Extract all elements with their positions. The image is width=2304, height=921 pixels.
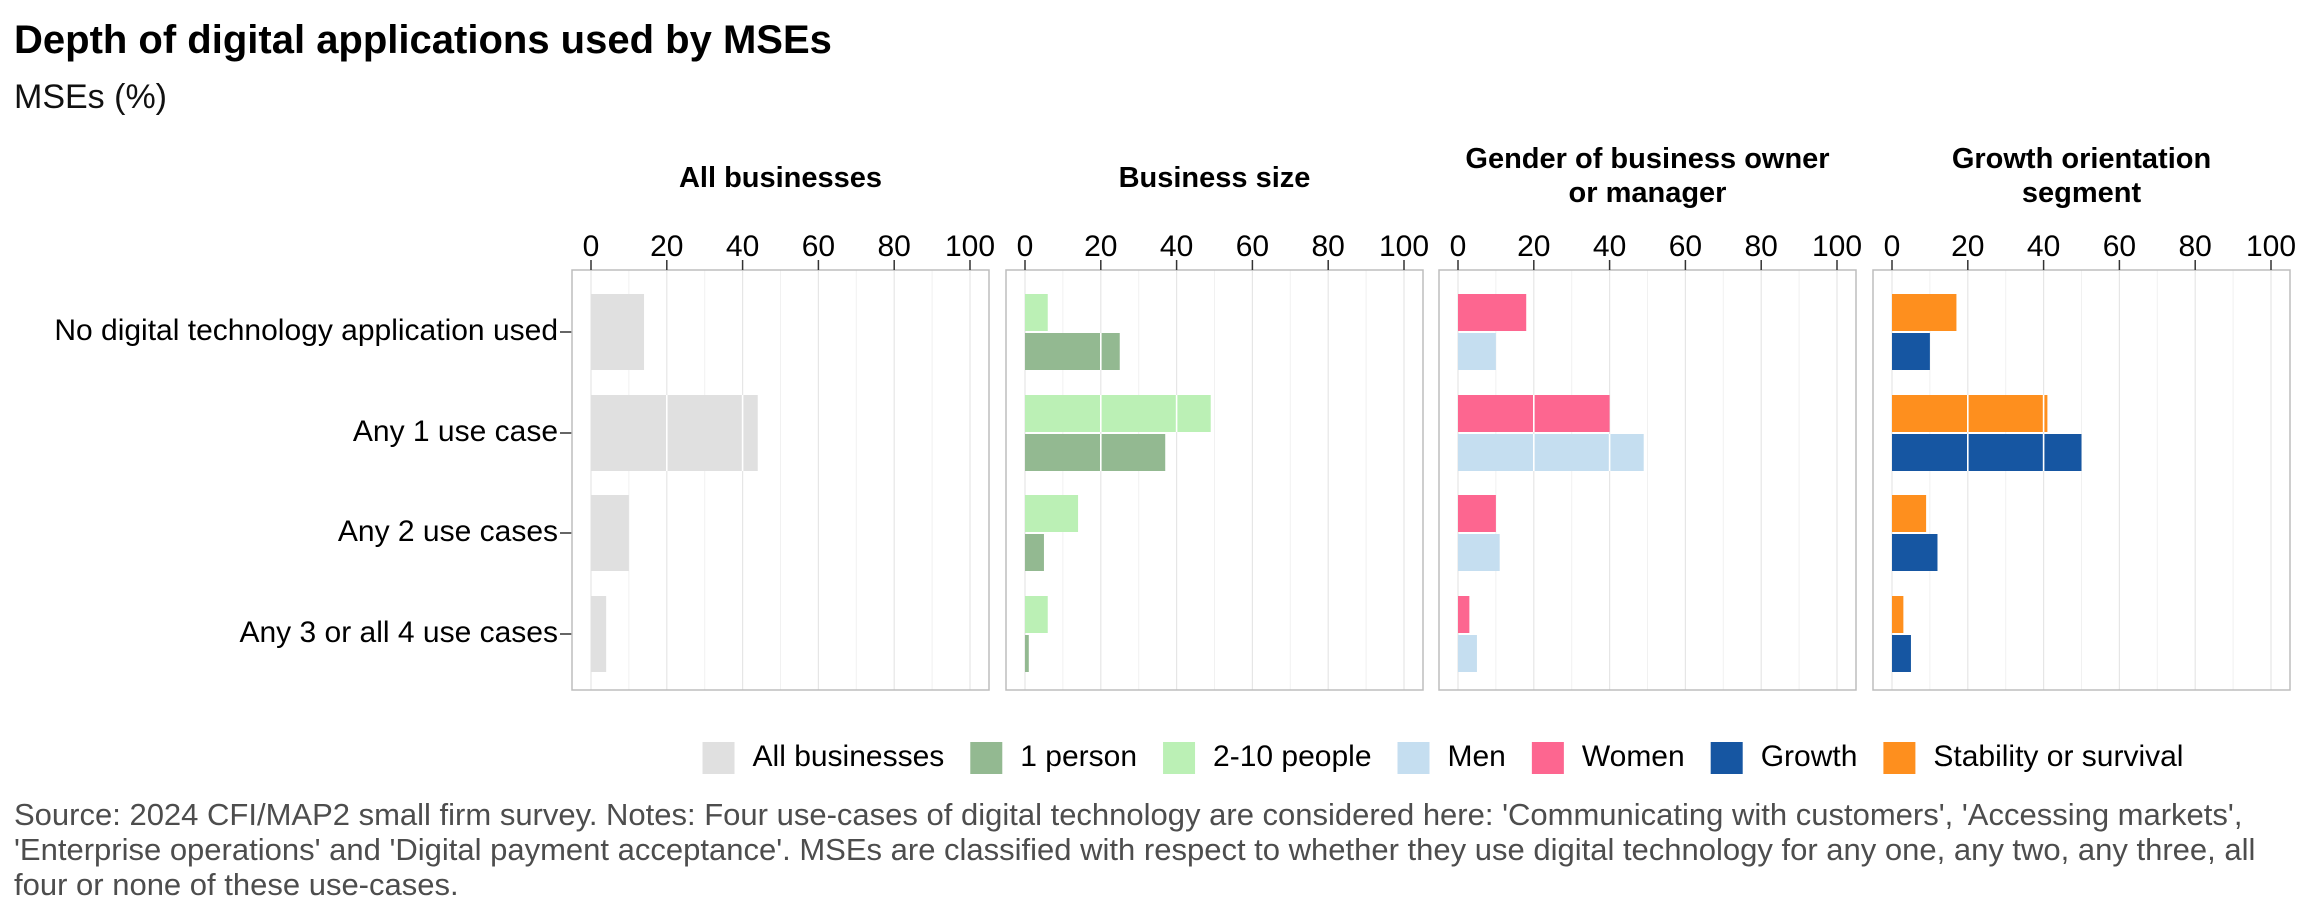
x-axis-tick-label: 0 <box>1017 230 1034 263</box>
chart-subtitle: MSEs (%) <box>14 78 167 116</box>
bar <box>1892 635 1911 672</box>
bar <box>1025 495 1079 532</box>
legend-swatch <box>1710 742 1743 774</box>
x-axis-tick-label: 100 <box>2246 230 2296 263</box>
source-note: Source: 2024 CFI/MAP2 small firm survey.… <box>14 797 2256 902</box>
panel-title: Growth orientation <box>1952 143 2211 175</box>
legend-swatch <box>970 742 1003 774</box>
panel-border <box>1005 269 1424 691</box>
legend-swatch <box>1883 742 1916 774</box>
x-axis-tick-label: 80 <box>1312 230 1345 263</box>
legend-label: All businesses <box>753 740 945 773</box>
chart-area: No digital technology application used An… <box>54 143 2296 774</box>
panel-title: Gender of business owner <box>1465 143 1829 175</box>
x-axis-tick-label: 20 <box>1084 230 1117 263</box>
x-axis-tick-label: 80 <box>1745 230 1778 263</box>
bar <box>1025 294 1048 331</box>
x-axis-tick-label: 60 <box>1236 230 1269 263</box>
legend-label: 2-10 people <box>1213 740 1371 773</box>
legend-label: Women <box>1582 740 1685 773</box>
bar <box>1892 395 2048 432</box>
legend-swatch <box>702 742 735 774</box>
x-axis-tick-label: 60 <box>2103 230 2136 263</box>
panel-title: or manager <box>1569 177 1727 209</box>
x-axis-tick-label: 100 <box>945 230 995 263</box>
x-axis-tick-label: 80 <box>2179 230 2212 263</box>
x-axis-tick-label: 20 <box>1517 230 1550 263</box>
legend-swatch <box>1397 742 1430 774</box>
x-axis-tick-label: 100 <box>1812 230 1862 263</box>
bar <box>1458 434 1644 471</box>
bar <box>1025 534 1044 571</box>
bar <box>591 294 645 370</box>
bar <box>1892 596 1904 633</box>
x-axis-tick-label: 100 <box>1379 230 1429 263</box>
legend-swatch <box>1163 742 1196 774</box>
x-axis-tick-label: 0 <box>1450 230 1467 263</box>
bar <box>1892 294 1957 331</box>
panel-border <box>1872 269 2291 691</box>
bar <box>1025 333 1120 370</box>
bar <box>1892 495 1927 532</box>
bar <box>1025 596 1048 633</box>
y-axis-label: Any 2 use cases <box>338 515 558 548</box>
panel-border <box>1438 269 1857 691</box>
bar <box>1458 596 1470 633</box>
bar <box>591 596 607 672</box>
x-axis-tick-label: 40 <box>2027 230 2060 263</box>
x-axis-tick-label: 20 <box>650 230 683 263</box>
x-axis-tick-label: 0 <box>583 230 600 263</box>
x-axis-tick-label: 80 <box>878 230 911 263</box>
panel-border <box>571 269 990 691</box>
bar <box>1025 395 1211 432</box>
panel-title: segment <box>2022 177 2142 209</box>
y-axis-label: Any 3 or all 4 use cases <box>239 616 558 649</box>
bar <box>1458 333 1496 370</box>
legend-label: Growth <box>1761 740 1858 773</box>
bar <box>1025 434 1166 471</box>
x-axis-tick-label: 40 <box>726 230 759 263</box>
bar <box>1892 534 1938 571</box>
bar <box>1892 333 1930 370</box>
bar <box>1025 635 1029 672</box>
x-axis-tick-label: 40 <box>1593 230 1626 263</box>
bar <box>591 395 758 471</box>
bar <box>1458 495 1496 532</box>
bar <box>1458 294 1527 331</box>
bar <box>1458 534 1500 571</box>
legend-swatch <box>1531 742 1564 774</box>
bar <box>1892 434 2082 471</box>
legend-label: 1 person <box>1020 740 1137 773</box>
x-axis-tick-label: 60 <box>1669 230 1702 263</box>
y-axis-label: No digital technology application used <box>54 314 558 347</box>
bar <box>1458 635 1477 672</box>
panel-title: All businesses <box>679 162 882 194</box>
panel-title: Business size <box>1119 162 1311 194</box>
x-axis-tick-label: 60 <box>802 230 835 263</box>
bar <box>591 495 629 571</box>
chart-title: Depth of digital applications used by MS… <box>14 18 832 62</box>
legend-label: Men <box>1448 740 1506 773</box>
x-axis-tick-label: 20 <box>1951 230 1984 263</box>
x-axis-tick-label: 0 <box>1884 230 1901 263</box>
x-axis-tick-label: 40 <box>1160 230 1193 263</box>
y-axis-label: Any 1 use case <box>353 415 558 448</box>
legend-label: Stability or survival <box>1933 740 2183 773</box>
